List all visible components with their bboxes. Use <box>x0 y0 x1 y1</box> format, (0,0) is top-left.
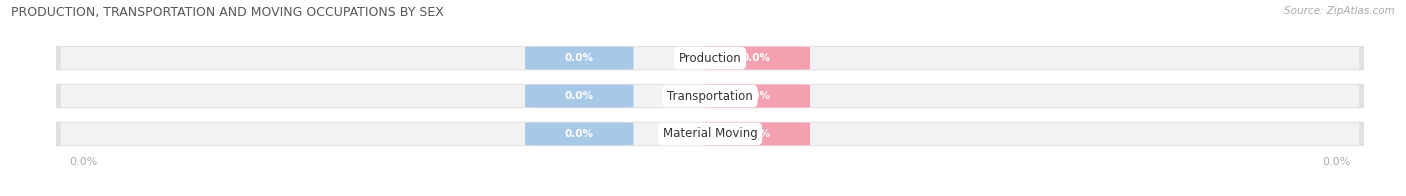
FancyBboxPatch shape <box>52 46 1368 70</box>
FancyBboxPatch shape <box>702 84 810 108</box>
FancyBboxPatch shape <box>60 85 1360 107</box>
Text: 0.0%: 0.0% <box>1323 157 1351 167</box>
FancyBboxPatch shape <box>702 47 810 70</box>
Text: PRODUCTION, TRANSPORTATION AND MOVING OCCUPATIONS BY SEX: PRODUCTION, TRANSPORTATION AND MOVING OC… <box>11 6 444 19</box>
FancyBboxPatch shape <box>524 47 634 70</box>
Text: 0.0%: 0.0% <box>741 129 770 139</box>
Text: 0.0%: 0.0% <box>741 53 770 63</box>
FancyBboxPatch shape <box>52 122 1368 146</box>
FancyBboxPatch shape <box>524 84 634 108</box>
Text: Material Moving: Material Moving <box>662 127 758 140</box>
FancyBboxPatch shape <box>702 122 810 145</box>
Text: 0.0%: 0.0% <box>741 91 770 101</box>
Text: 0.0%: 0.0% <box>69 157 97 167</box>
FancyBboxPatch shape <box>52 84 1368 108</box>
Text: 0.0%: 0.0% <box>565 91 593 101</box>
Text: 0.0%: 0.0% <box>565 53 593 63</box>
FancyBboxPatch shape <box>60 47 1360 69</box>
Text: Transportation: Transportation <box>668 90 752 103</box>
FancyBboxPatch shape <box>60 123 1360 145</box>
Text: 0.0%: 0.0% <box>565 129 593 139</box>
FancyBboxPatch shape <box>524 122 634 145</box>
Text: Production: Production <box>679 52 741 65</box>
Text: Source: ZipAtlas.com: Source: ZipAtlas.com <box>1284 6 1395 16</box>
